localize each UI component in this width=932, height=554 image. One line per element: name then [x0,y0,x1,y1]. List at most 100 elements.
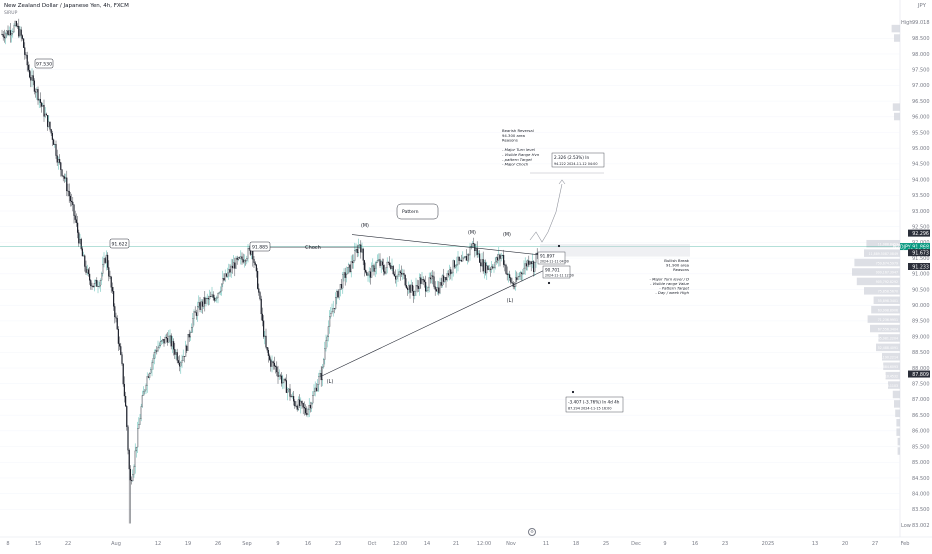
time-tick-label: 11 [543,541,549,547]
price-tick-label: 95.000 [912,146,930,152]
time-tick-label: 16 [305,541,311,547]
candle-body [354,250,355,260]
price-tick-label: 94.000 [912,177,930,183]
time-tick-label: 21 [453,541,459,547]
candle-body [531,262,532,264]
candle-body [4,37,5,38]
candle-body [312,395,313,403]
candle-body [230,269,231,272]
volume-profile-bar [896,428,900,436]
currency-label[interactable]: JPY [918,3,926,9]
candle-body [304,407,305,408]
candle-body [76,220,77,223]
wave-l2: (L) [507,298,514,304]
candle-body [137,429,138,448]
time-tick-label: 23 [335,541,341,547]
candle-body [132,474,133,481]
candle-body [226,274,227,277]
candle-body [346,274,347,278]
price-tick-label: 85.000 [912,460,930,466]
choch-label: Choch [305,245,321,251]
candle-body [303,403,304,407]
candle-body [124,384,125,396]
candle-body [501,256,502,259]
candle-body [99,286,100,287]
candle-body [352,261,353,262]
time-tick-label: 9 [276,541,279,547]
candle-body [156,351,157,352]
volume-profile-label: 25,220.1103 [878,384,898,388]
time-tick-label: 22 [65,541,71,547]
time-tick-label: 12 [155,541,161,547]
marker-dot-down [548,282,550,284]
candle-body [28,65,29,70]
candle-body [48,122,49,127]
candle-body [237,258,238,260]
candle-body [106,255,107,263]
volume-profile-label: 75,858.5670 [878,290,898,294]
candle-body [516,278,517,280]
candle-body [129,450,130,469]
candle-body [419,278,420,289]
candle-body [201,302,202,310]
candle-body [290,389,291,397]
candle-body [147,376,148,385]
candle-body [197,306,198,315]
time-tick-label: Nov [506,541,516,547]
candle-body [315,388,316,392]
candle-body [161,341,162,342]
candle-body [340,284,341,289]
candle-body [64,177,65,179]
candle-body [400,272,401,273]
candle-body [278,372,279,377]
high-label: High [901,20,913,26]
candle-body [498,255,499,260]
candle-body [326,341,327,349]
wave-m3: (M) [503,232,511,238]
candle-body [437,288,438,292]
candle-body [450,270,451,274]
chart-settings-icon[interactable]: ⚙ [528,528,536,536]
candle-body [44,105,45,116]
candle-body [182,360,183,362]
candle-body [148,376,149,377]
candle-body [170,336,171,337]
candle-body [478,254,479,255]
candle-body [382,262,383,265]
candle-body [375,268,376,271]
candle-body [491,267,492,270]
candle-body [490,269,491,270]
volume-profile-bar [893,103,900,111]
candle-body [84,256,85,267]
candle-body [173,341,174,349]
candle-body [96,280,97,286]
bullish-note-line: Reasons [673,267,689,272]
candle-body [116,317,117,318]
candle-body [128,427,129,450]
label-91-left-text: 91.622 [111,241,127,247]
candle-body [69,191,70,196]
candle-body [347,267,348,274]
candle-body [389,263,390,266]
candle-body [344,272,345,274]
candle-body [56,144,57,155]
candle-body [500,255,501,259]
candle-body [455,266,456,267]
candle-body [323,360,324,367]
candle-body [134,467,135,475]
candle-body [386,268,387,274]
candle-body [269,356,270,360]
candle-body [449,270,450,276]
time-tick-label: Sep [242,541,251,547]
candle-body [33,76,34,81]
candle-body [333,308,334,311]
candle-body [18,26,19,36]
candle-body [308,409,309,414]
marker-dot-up [558,245,560,247]
candle-body [72,202,73,205]
candle-body [495,262,496,268]
candle-body [63,176,64,177]
candle-body [351,261,352,271]
